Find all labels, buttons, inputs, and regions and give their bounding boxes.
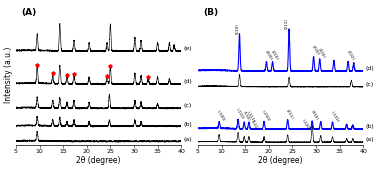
Text: (210): (210) [270,50,279,61]
X-axis label: 2θ (degree): 2θ (degree) [76,156,121,165]
Text: (111): (111) [249,120,259,131]
Text: (d): (d) [184,79,192,84]
Text: (110): (110) [242,111,250,122]
Text: (b): (b) [366,124,374,129]
Text: (200): (200) [263,50,273,61]
Text: (b): (b) [184,122,192,127]
Text: (211): (211) [285,18,289,29]
Text: (A): (A) [21,8,36,17]
Text: (310): (310) [310,110,318,121]
Text: (-210): (-210) [261,110,271,123]
Y-axis label: Intensity (a.u.): Intensity (a.u.) [4,46,13,103]
Text: (-110): (-110) [235,107,245,120]
Text: (d): (d) [366,66,374,71]
Text: (-100): (-100) [216,110,226,122]
Text: (c): (c) [184,103,192,108]
X-axis label: 2θ (degree): 2θ (degree) [258,156,303,165]
Text: (c): (c) [366,82,374,87]
Text: (-220): (-220) [301,119,311,132]
Text: (110): (110) [235,23,240,34]
Text: (211): (211) [285,108,294,120]
Text: (-111): (-111) [246,110,256,123]
Text: (a): (a) [184,137,192,141]
Text: (B): (B) [203,8,218,17]
Text: (222): (222) [345,50,354,61]
Text: (e): (e) [184,46,192,51]
Text: (-131): (-131) [329,110,339,123]
Text: (310): (310) [317,47,326,59]
Text: (a): (a) [366,137,374,142]
Text: (220): (220) [311,44,320,56]
